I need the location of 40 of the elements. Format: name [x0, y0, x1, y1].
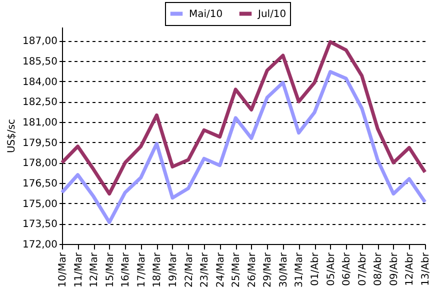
x-tick-label: 13/Abr: [420, 252, 430, 286]
x-tick-label: 24/Mar: [215, 252, 226, 288]
x-tick-label: 05/Abr: [326, 252, 337, 286]
y-tick-label: 175,00: [22, 198, 58, 210]
x-tick-label: 17/Mar: [136, 252, 148, 288]
line-series: [60, 70, 427, 224]
y-tick-label: 176,50: [22, 178, 58, 190]
x-tick-label: 07/Abr: [357, 252, 368, 286]
y-tick-label: 172,00: [22, 240, 58, 250]
x-tick-label: 30/Mar: [278, 252, 290, 288]
x-tick-label: 31/Mar: [294, 252, 306, 288]
x-tick-label: 16/Mar: [120, 252, 132, 288]
y-tick-label: 173,50: [22, 219, 58, 230]
y-tick-label: 181,00: [22, 117, 58, 128]
y-axis-title: US$/sc: [6, 118, 18, 154]
x-tick-label: 29/Mar: [262, 252, 274, 288]
x-tick-label: 10/Mar: [58, 252, 68, 288]
y-tick-label: 178,00: [22, 158, 58, 170]
legend-label: Jul/10: [257, 8, 286, 20]
y-tick-label: 182,50: [22, 97, 58, 108]
x-tick-label: 19/Mar: [168, 252, 179, 288]
x-tick-label: 06/Abr: [342, 252, 353, 286]
x-tick-label: 09/Abr: [388, 252, 400, 286]
line-series: [60, 40, 427, 196]
y-tick-label: 187,00: [22, 36, 58, 48]
y-tick-label: 184,00: [22, 76, 58, 88]
x-tick-label: 23/Mar: [200, 252, 211, 288]
x-tick-label: 15/Mar: [104, 252, 116, 288]
x-tick-label: 25/Mar: [231, 252, 242, 288]
x-tick-label: 08/Abr: [373, 252, 384, 286]
x-tick-label: 18/Mar: [152, 252, 164, 288]
x-tick-label: 12/Abr: [404, 252, 416, 286]
x-tick-label: 01/Abr: [310, 252, 322, 286]
y-tick-label: 185,50: [22, 56, 58, 68]
x-tick-label: 22/Mar: [184, 252, 195, 288]
x-tick-label: 11/Mar: [73, 252, 84, 288]
legend-label: Mai/10: [189, 8, 223, 20]
x-tick-label: 12/Mar: [89, 252, 100, 288]
x-tick-label: 26/Mar: [246, 252, 258, 288]
y-tick-label: 179,50: [22, 138, 58, 149]
